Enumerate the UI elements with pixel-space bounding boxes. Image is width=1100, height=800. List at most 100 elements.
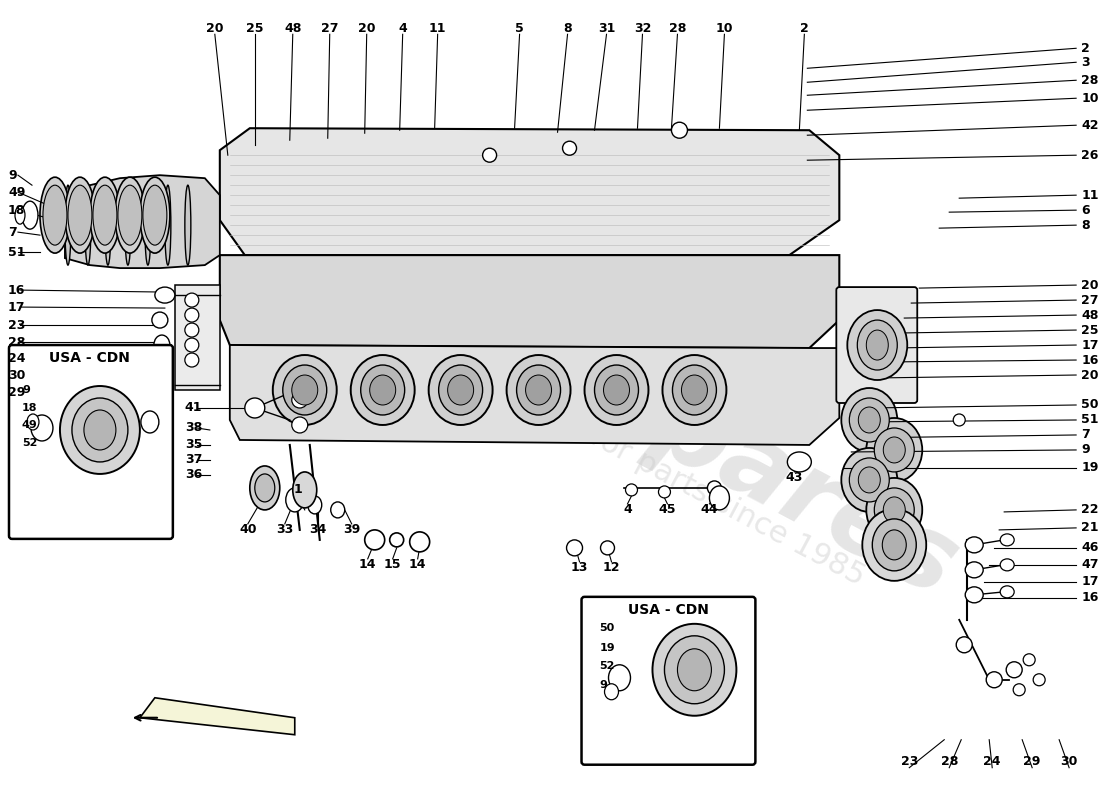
Text: 14: 14 — [359, 558, 376, 571]
Text: 24: 24 — [8, 351, 25, 365]
Text: 18: 18 — [8, 204, 25, 217]
Text: 49: 49 — [8, 186, 25, 198]
Text: 47: 47 — [1081, 558, 1099, 571]
Ellipse shape — [165, 185, 170, 265]
Text: 14: 14 — [409, 558, 427, 571]
Ellipse shape — [594, 365, 638, 415]
Text: 4: 4 — [623, 503, 631, 517]
Ellipse shape — [874, 428, 914, 472]
Text: 37: 37 — [185, 454, 202, 466]
Text: 52: 52 — [600, 661, 615, 670]
Ellipse shape — [858, 407, 880, 433]
Text: 31: 31 — [597, 22, 615, 35]
Ellipse shape — [448, 375, 474, 405]
Text: 18: 18 — [22, 403, 37, 413]
Ellipse shape — [710, 486, 729, 510]
Text: 42: 42 — [1081, 118, 1099, 132]
Ellipse shape — [517, 365, 561, 415]
Ellipse shape — [365, 530, 385, 550]
Ellipse shape — [882, 530, 906, 560]
Ellipse shape — [185, 323, 199, 337]
Ellipse shape — [85, 185, 91, 265]
Ellipse shape — [507, 355, 571, 425]
Ellipse shape — [1000, 559, 1014, 571]
Text: 32: 32 — [634, 22, 651, 35]
Ellipse shape — [788, 452, 812, 472]
Ellipse shape — [15, 206, 25, 224]
Text: 21: 21 — [1081, 522, 1099, 534]
Text: 38: 38 — [185, 422, 202, 434]
Text: USA - CDN: USA - CDN — [628, 603, 708, 617]
Ellipse shape — [389, 533, 404, 547]
Text: 34: 34 — [309, 523, 327, 536]
Ellipse shape — [662, 355, 726, 425]
Text: 41: 41 — [185, 402, 202, 414]
Bar — [175, 285, 220, 390]
FancyBboxPatch shape — [9, 345, 173, 539]
Polygon shape — [220, 128, 839, 255]
Text: 30: 30 — [8, 369, 25, 382]
Ellipse shape — [308, 496, 321, 514]
Ellipse shape — [293, 472, 317, 508]
Text: 20: 20 — [1081, 369, 1099, 382]
Text: 11: 11 — [429, 22, 447, 35]
Text: 13: 13 — [571, 562, 588, 574]
Text: 46: 46 — [1081, 542, 1099, 554]
Text: 29: 29 — [8, 386, 25, 398]
Text: USA - CDN: USA - CDN — [50, 351, 131, 365]
Ellipse shape — [351, 355, 415, 425]
Ellipse shape — [68, 185, 92, 245]
Text: 25: 25 — [246, 22, 264, 35]
Ellipse shape — [857, 320, 898, 370]
Text: 26: 26 — [1081, 149, 1099, 162]
Ellipse shape — [143, 185, 167, 245]
Text: 20: 20 — [206, 22, 223, 35]
Text: 11: 11 — [1081, 189, 1099, 202]
Text: 19: 19 — [600, 642, 615, 653]
Ellipse shape — [84, 410, 116, 450]
Ellipse shape — [92, 185, 117, 245]
Ellipse shape — [140, 177, 169, 253]
Text: 6: 6 — [1081, 204, 1090, 217]
Ellipse shape — [125, 185, 131, 265]
Ellipse shape — [842, 388, 898, 452]
Ellipse shape — [604, 375, 629, 405]
Ellipse shape — [185, 338, 199, 352]
Ellipse shape — [43, 185, 67, 245]
Ellipse shape — [672, 365, 716, 415]
Text: 49: 49 — [22, 420, 37, 430]
Ellipse shape — [874, 488, 914, 532]
Ellipse shape — [954, 414, 965, 426]
Ellipse shape — [331, 502, 344, 518]
Text: 12: 12 — [603, 562, 620, 574]
Ellipse shape — [65, 177, 95, 253]
Ellipse shape — [292, 417, 308, 433]
Ellipse shape — [361, 365, 405, 415]
Text: 51: 51 — [1081, 414, 1099, 426]
Text: 29: 29 — [1023, 755, 1041, 768]
Text: 3: 3 — [1081, 56, 1090, 69]
Text: 28: 28 — [940, 755, 958, 768]
Ellipse shape — [483, 148, 496, 162]
Ellipse shape — [141, 411, 158, 433]
Ellipse shape — [40, 177, 70, 253]
Ellipse shape — [409, 532, 430, 552]
Text: 48: 48 — [1081, 309, 1099, 322]
Text: a passion for parts since 1985: a passion for parts since 1985 — [449, 349, 870, 591]
Ellipse shape — [867, 330, 889, 360]
Ellipse shape — [90, 177, 120, 253]
Polygon shape — [140, 698, 295, 734]
Ellipse shape — [28, 414, 38, 430]
Text: 16: 16 — [8, 283, 25, 297]
Text: 5: 5 — [515, 22, 524, 35]
Ellipse shape — [118, 185, 142, 245]
Ellipse shape — [151, 363, 169, 381]
Ellipse shape — [584, 355, 649, 425]
Ellipse shape — [1023, 654, 1035, 666]
Ellipse shape — [671, 122, 688, 138]
Ellipse shape — [849, 458, 889, 502]
Ellipse shape — [659, 486, 671, 498]
Text: 30: 30 — [1060, 755, 1078, 768]
Ellipse shape — [867, 418, 922, 482]
Ellipse shape — [626, 484, 638, 496]
